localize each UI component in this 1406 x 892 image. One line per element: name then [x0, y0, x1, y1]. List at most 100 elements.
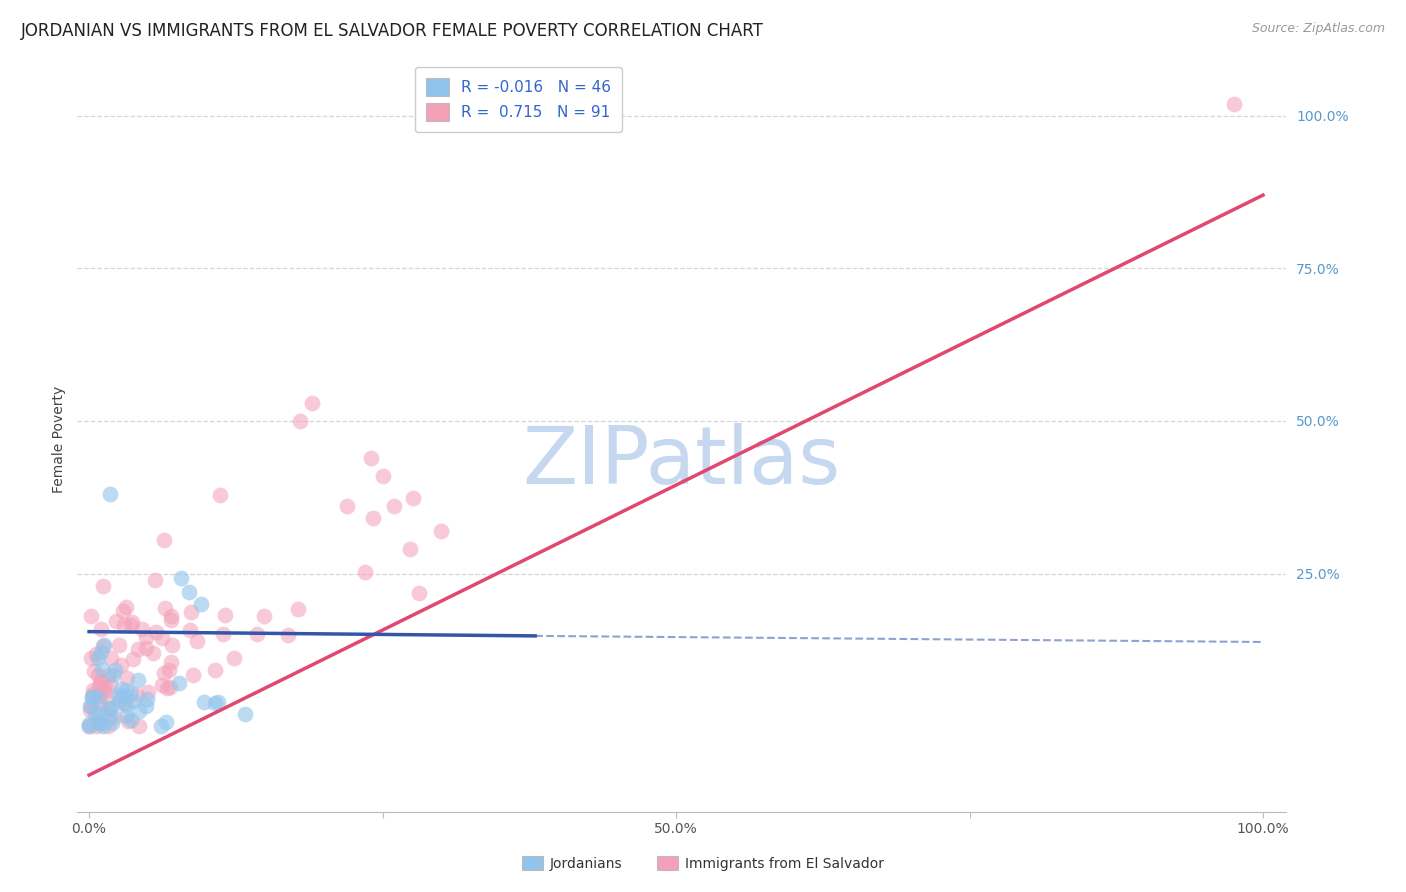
Point: [87, 714, 110, 728]
Point: [97, 702, 120, 716]
Point: [112, 618, 135, 632]
Point: [181, 668, 204, 682]
Point: [149, 719, 172, 733]
Point: [90, 662, 112, 676]
Point: [214, 607, 236, 622]
Point: [122, 693, 145, 707]
Point: [360, 450, 382, 465]
Point: [277, 628, 299, 642]
Point: [79, 703, 101, 717]
Point: [354, 565, 377, 579]
Point: [371, 469, 394, 483]
Point: [89, 679, 111, 693]
Point: [336, 500, 359, 514]
Point: [204, 696, 226, 710]
Point: [193, 695, 215, 709]
Point: [87, 715, 110, 730]
Point: [91, 686, 114, 700]
Text: ZIPatlas: ZIPatlas: [523, 423, 841, 500]
Point: [115, 708, 138, 723]
Point: [170, 571, 193, 585]
Legend: R = -0.016   N = 46, R =  0.715   N = 91: R = -0.016 N = 46, R = 0.715 N = 91: [415, 67, 621, 132]
Point: [107, 688, 129, 702]
Point: [402, 491, 425, 506]
Point: [84, 719, 107, 733]
Point: [155, 715, 177, 730]
Point: [121, 652, 143, 666]
Point: [114, 696, 136, 710]
Point: [128, 719, 150, 733]
Point: [83, 664, 105, 678]
Point: [150, 631, 173, 645]
Point: [100, 650, 122, 665]
Point: [136, 685, 159, 699]
Point: [208, 488, 231, 502]
Point: [90, 675, 112, 690]
Point: [104, 663, 127, 677]
Point: [253, 609, 276, 624]
Text: Source: ZipAtlas.com: Source: ZipAtlas.com: [1251, 22, 1385, 36]
Point: [93, 639, 115, 653]
Point: [135, 630, 157, 644]
Point: [121, 615, 143, 629]
Point: [94, 680, 117, 694]
Point: [90, 645, 112, 659]
Point: [135, 641, 157, 656]
Point: [82, 687, 104, 701]
Point: [222, 650, 245, 665]
Point: [233, 707, 256, 722]
Point: [186, 634, 208, 648]
Point: [430, 524, 453, 538]
Point: [301, 395, 323, 409]
Point: [91, 579, 114, 593]
Point: [96, 719, 118, 733]
Point: [98, 677, 121, 691]
Point: [120, 713, 142, 727]
Point: [382, 500, 405, 514]
Point: [89, 706, 111, 720]
Text: JORDANIAN VS IMMIGRANTS FROM EL SALVADOR FEMALE POVERTY CORRELATION CHART: JORDANIAN VS IMMIGRANTS FROM EL SALVADOR…: [21, 22, 763, 40]
Point: [399, 542, 422, 557]
Point: [93, 718, 115, 732]
Point: [90, 673, 112, 688]
Point: [127, 642, 149, 657]
Point: [79, 650, 101, 665]
Point: [115, 698, 138, 713]
Point: [86, 690, 108, 704]
Point: [131, 623, 153, 637]
Point: [98, 487, 121, 501]
Point: [101, 715, 124, 730]
Point: [160, 638, 183, 652]
Point: [105, 690, 128, 705]
Point: [153, 533, 176, 547]
Point: [169, 676, 191, 690]
Point: [115, 671, 138, 685]
Point: [82, 690, 104, 704]
Point: [159, 613, 181, 627]
Point: [127, 673, 149, 687]
Point: [1222, 96, 1244, 111]
Point: [153, 601, 176, 615]
Point: [115, 682, 138, 697]
Point: [87, 716, 110, 731]
Point: [103, 709, 125, 723]
Point: [110, 657, 132, 672]
Point: [79, 716, 101, 731]
Point: [108, 695, 131, 709]
Point: [93, 638, 115, 652]
Point: [79, 718, 101, 732]
Point: [128, 704, 150, 718]
Point: [84, 706, 107, 721]
Point: [107, 638, 129, 652]
Point: [156, 681, 179, 695]
Point: [90, 716, 112, 731]
Point: [110, 681, 132, 696]
Point: [117, 714, 139, 728]
Point: [287, 602, 309, 616]
Point: [153, 665, 176, 680]
Point: [100, 700, 122, 714]
Point: [204, 664, 226, 678]
Point: [80, 608, 103, 623]
Point: [120, 618, 142, 632]
Point: [112, 605, 135, 619]
